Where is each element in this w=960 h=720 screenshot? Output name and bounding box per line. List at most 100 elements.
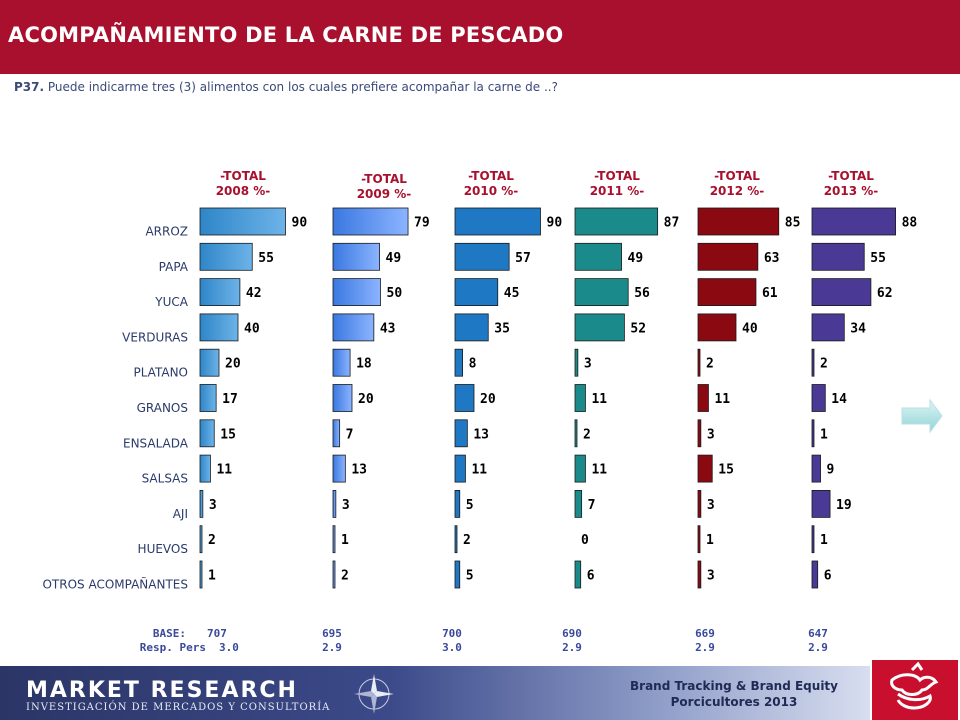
bar-value-label: 2: [820, 357, 828, 372]
series-title: -TOTAL 2012 %-: [710, 169, 765, 198]
base-label: BASE:: [153, 627, 186, 640]
bar: [199, 313, 239, 342]
bar: [697, 313, 737, 342]
bar-value-label: 19: [836, 498, 852, 513]
bar-value-label: 57: [515, 251, 531, 266]
bar: [454, 313, 489, 342]
bar: [332, 348, 351, 377]
resp-value: 3.0: [442, 641, 462, 654]
bar-value-label: 7: [346, 427, 354, 442]
bar-value-label: 3: [707, 569, 715, 584]
series-title: -TOTAL 2013 %-: [824, 169, 879, 198]
category-label: YUCA: [154, 295, 188, 309]
bar-value-label: 3: [707, 498, 715, 513]
resp-value: 2.9: [808, 641, 828, 654]
bar: [574, 560, 582, 589]
bar: [697, 384, 709, 412]
bar-value-label: 50: [387, 286, 403, 301]
bar: [199, 278, 241, 307]
bar-value-label: 90: [547, 216, 563, 231]
base-value: 647: [808, 627, 828, 640]
bar: [454, 489, 461, 518]
bar: [811, 525, 815, 554]
bar-value-label: 14: [831, 392, 847, 407]
bar-value-label: 11: [591, 463, 607, 478]
bar: [697, 454, 713, 483]
bar: [574, 454, 586, 483]
page-title: ACOMPAÑAMIENTO DE LA CARNE DE PESCADO: [8, 23, 564, 47]
bar: [454, 560, 461, 589]
bar: [574, 384, 586, 412]
bar-value-label: 8: [469, 357, 477, 372]
bar-value-label: 56: [634, 286, 650, 301]
bar: [332, 419, 341, 448]
bar-value-label: 9: [827, 463, 835, 478]
bar: [574, 242, 622, 271]
resp-value: 2.9: [322, 641, 342, 654]
series-column: -TOTAL 2012 %- 85 63 61 40 2 11 3 15 3 1 3: [697, 169, 800, 589]
series-column: -TOTAL 2010 %- 90 57 45 35 8 20 13 11 5 2 5: [454, 169, 563, 589]
bar: [454, 454, 466, 483]
bar: [454, 419, 468, 448]
bar-value-label: 43: [380, 321, 396, 336]
bar-value-label: 40: [742, 321, 758, 336]
bar: [454, 207, 541, 236]
bar: [811, 419, 815, 448]
category-labels: ARROZ PAPA YUCA VERDURAS PLATANO GRANOS ENSALA…: [42, 225, 188, 592]
bar-value-label: 3: [209, 498, 217, 513]
question-body: Puede indicarme tres (3) alimentos con l…: [47, 80, 558, 94]
bar-value-label: 3: [342, 498, 350, 513]
bar: [697, 525, 701, 554]
bar: [454, 384, 475, 412]
header-bar: ACOMPAÑAMIENTO DE LA CARNE DE PESCADO: [0, 0, 960, 74]
bar-value-label: 90: [292, 216, 308, 231]
bar-value-label: 2: [583, 427, 591, 442]
bar: [697, 207, 780, 236]
bar-value-label: 3: [584, 357, 592, 372]
bar: [199, 384, 217, 412]
next-arrow-icon[interactable]: [900, 398, 944, 434]
bar: [811, 278, 872, 307]
bar-value-label: 88: [902, 216, 918, 231]
company-tagline: INVESTIGACIÓN DE MERCADOS Y CONSULTORÍA: [26, 702, 331, 713]
bar: [574, 348, 579, 377]
bar: [574, 489, 583, 518]
bar-value-label: 55: [870, 251, 886, 266]
category-label: VERDURAS: [122, 330, 188, 344]
bar: [697, 242, 759, 271]
category-label: PAPA: [159, 260, 189, 274]
bar-value-label: 1: [706, 533, 714, 548]
bar-value-label: 1: [820, 533, 828, 548]
category-label: OTROS ACOMPAÑANTES: [42, 577, 188, 592]
bar-value-label: 6: [587, 569, 595, 584]
bar: [332, 207, 409, 236]
category-label: HUEVOS: [138, 542, 188, 556]
bar: [697, 419, 702, 448]
series-title: -TOTAL 2011 %-: [590, 169, 645, 198]
bar-value-label: 18: [356, 357, 372, 372]
bar: [199, 525, 203, 554]
bar: [199, 560, 203, 589]
bar-value-label: 62: [877, 286, 893, 301]
category-label: GRANOS: [137, 401, 188, 415]
bar: [697, 278, 757, 307]
bar: [199, 419, 215, 448]
series-column: -TOTAL 2009 %-79 49 50 43 18 20 7 13 3 1 2: [332, 172, 430, 589]
bar: [811, 489, 831, 518]
series-title: -TOTAL 2008 %-: [216, 169, 271, 198]
bar: [454, 348, 463, 377]
bar-value-label: 2: [341, 569, 349, 584]
bar-value-label: 5: [466, 569, 474, 584]
bar: [332, 560, 336, 589]
bar: [574, 313, 625, 342]
bar-value-label: 13: [351, 463, 367, 478]
bar: [332, 313, 375, 342]
bar: [332, 489, 337, 518]
bar: [199, 348, 220, 377]
bar-value-label: 15: [220, 427, 236, 442]
bar-value-label: 61: [762, 286, 778, 301]
bar: [697, 348, 701, 377]
bar: [574, 419, 578, 448]
